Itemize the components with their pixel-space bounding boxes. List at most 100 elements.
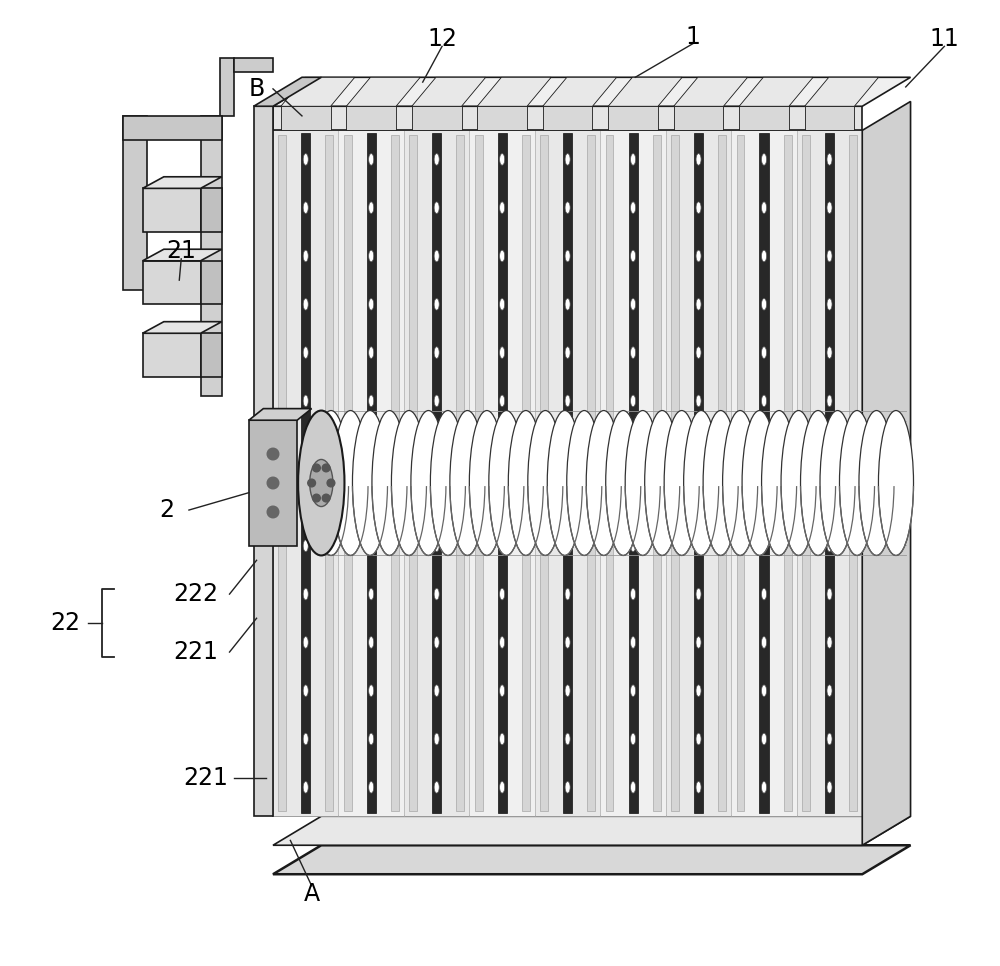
Polygon shape xyxy=(254,77,321,106)
Polygon shape xyxy=(694,133,703,813)
Ellipse shape xyxy=(369,250,374,262)
Ellipse shape xyxy=(631,395,636,407)
Text: A: A xyxy=(304,882,320,905)
Ellipse shape xyxy=(303,637,308,648)
Ellipse shape xyxy=(565,395,570,407)
Text: 22: 22 xyxy=(50,611,80,635)
Polygon shape xyxy=(201,333,222,377)
Ellipse shape xyxy=(369,395,374,407)
Circle shape xyxy=(313,495,320,502)
Ellipse shape xyxy=(762,395,767,407)
Polygon shape xyxy=(412,77,486,106)
Polygon shape xyxy=(543,77,617,106)
Ellipse shape xyxy=(303,443,308,455)
Circle shape xyxy=(267,506,279,518)
Polygon shape xyxy=(201,116,222,396)
Polygon shape xyxy=(432,133,441,813)
Ellipse shape xyxy=(762,411,797,555)
Ellipse shape xyxy=(762,492,767,503)
Polygon shape xyxy=(587,135,595,811)
Polygon shape xyxy=(540,135,548,811)
Ellipse shape xyxy=(606,411,641,555)
Ellipse shape xyxy=(827,733,832,745)
Ellipse shape xyxy=(500,540,505,552)
Ellipse shape xyxy=(696,443,701,455)
Text: 1: 1 xyxy=(686,25,701,48)
Polygon shape xyxy=(273,106,862,130)
Polygon shape xyxy=(825,133,834,813)
Ellipse shape xyxy=(827,154,832,165)
Polygon shape xyxy=(802,135,810,811)
Ellipse shape xyxy=(434,250,439,262)
Ellipse shape xyxy=(827,588,832,600)
Ellipse shape xyxy=(762,298,767,310)
Circle shape xyxy=(322,464,330,471)
Ellipse shape xyxy=(434,298,439,310)
Polygon shape xyxy=(346,106,396,130)
Polygon shape xyxy=(849,135,857,811)
Circle shape xyxy=(267,477,279,489)
Polygon shape xyxy=(600,130,666,816)
Ellipse shape xyxy=(631,298,636,310)
Ellipse shape xyxy=(827,443,832,455)
Polygon shape xyxy=(456,135,464,811)
Ellipse shape xyxy=(500,250,505,262)
Ellipse shape xyxy=(434,685,439,696)
Ellipse shape xyxy=(631,154,636,165)
Polygon shape xyxy=(739,77,813,106)
Polygon shape xyxy=(522,135,530,811)
Ellipse shape xyxy=(625,411,660,555)
Polygon shape xyxy=(254,106,273,816)
Ellipse shape xyxy=(762,154,767,165)
Ellipse shape xyxy=(762,588,767,600)
Polygon shape xyxy=(278,135,286,811)
Ellipse shape xyxy=(762,781,767,793)
Polygon shape xyxy=(301,133,310,813)
Ellipse shape xyxy=(827,395,832,407)
Ellipse shape xyxy=(827,250,832,262)
Ellipse shape xyxy=(762,347,767,358)
Polygon shape xyxy=(325,135,333,811)
Ellipse shape xyxy=(565,443,570,455)
Ellipse shape xyxy=(434,202,439,213)
Ellipse shape xyxy=(434,733,439,745)
Polygon shape xyxy=(805,106,854,130)
Polygon shape xyxy=(234,58,273,72)
Ellipse shape xyxy=(434,540,439,552)
Ellipse shape xyxy=(820,411,855,555)
Polygon shape xyxy=(731,130,797,816)
Polygon shape xyxy=(143,249,222,261)
Ellipse shape xyxy=(434,443,439,455)
Ellipse shape xyxy=(631,202,636,213)
Ellipse shape xyxy=(352,411,388,555)
Circle shape xyxy=(327,479,335,487)
Polygon shape xyxy=(498,133,507,813)
Ellipse shape xyxy=(696,733,701,745)
Ellipse shape xyxy=(859,411,894,555)
Ellipse shape xyxy=(547,411,582,555)
Ellipse shape xyxy=(684,411,719,555)
Polygon shape xyxy=(412,106,462,130)
Ellipse shape xyxy=(631,540,636,552)
Circle shape xyxy=(322,495,330,502)
Polygon shape xyxy=(273,130,338,816)
Ellipse shape xyxy=(565,733,570,745)
Ellipse shape xyxy=(586,411,621,555)
Ellipse shape xyxy=(500,685,505,696)
Ellipse shape xyxy=(696,395,701,407)
Ellipse shape xyxy=(696,492,701,503)
Ellipse shape xyxy=(565,298,570,310)
Polygon shape xyxy=(220,58,234,116)
Ellipse shape xyxy=(762,202,767,213)
Ellipse shape xyxy=(631,637,636,648)
Polygon shape xyxy=(281,106,331,130)
Ellipse shape xyxy=(696,298,701,310)
Ellipse shape xyxy=(313,411,349,555)
Ellipse shape xyxy=(696,540,701,552)
Ellipse shape xyxy=(369,588,374,600)
Ellipse shape xyxy=(723,411,758,555)
Ellipse shape xyxy=(500,781,505,793)
Ellipse shape xyxy=(434,588,439,600)
Polygon shape xyxy=(608,106,658,130)
Ellipse shape xyxy=(801,411,836,555)
